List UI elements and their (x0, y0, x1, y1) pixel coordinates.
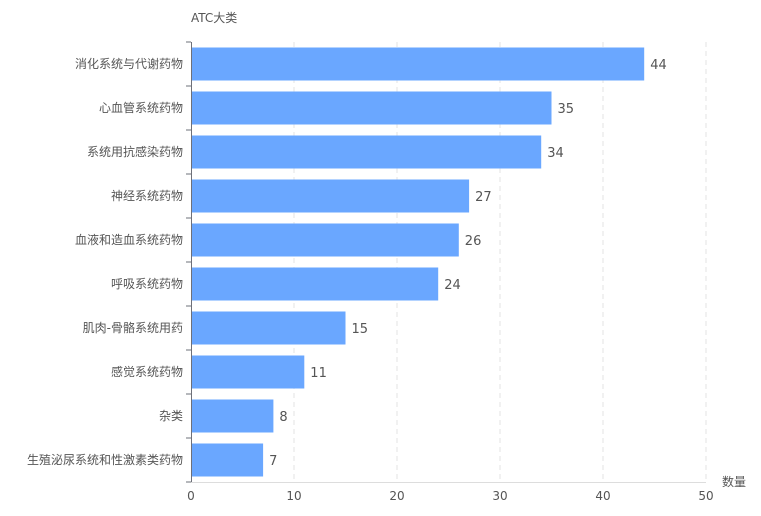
x-tick-label-4: 40 (595, 489, 610, 503)
value-label-2: 34 (547, 146, 564, 161)
y-axis-title: ATC大类 (191, 11, 237, 25)
bar-9 (192, 443, 264, 477)
bar-2 (192, 135, 542, 169)
value-label-9: 7 (269, 454, 277, 469)
value-label-1: 35 (558, 102, 575, 117)
value-label-8: 8 (279, 410, 287, 425)
x-axis-title: 数量 (722, 474, 746, 489)
x-tick-label-3: 30 (492, 489, 507, 503)
category-label-1: 心血管系统药物 (99, 100, 183, 115)
x-tick-label-5: 50 (698, 489, 713, 503)
value-label-7: 11 (310, 366, 327, 381)
value-label-4: 26 (465, 234, 482, 249)
category-label-5: 呼吸系统药物 (111, 277, 183, 291)
bar-8 (192, 399, 274, 433)
category-label-3: 神经系统药物 (111, 189, 183, 203)
category-label-4: 血液和造血系统药物 (75, 232, 183, 247)
bar-1 (192, 91, 552, 125)
value-label-3: 27 (475, 190, 492, 205)
bar-7 (192, 355, 305, 389)
bar-3 (192, 179, 470, 213)
value-label-5: 24 (444, 278, 461, 293)
bar-5 (192, 267, 439, 301)
category-label-9: 生殖泌尿系统和性激素类药物 (27, 452, 183, 467)
value-label-6: 15 (352, 322, 369, 337)
bar-4 (192, 223, 459, 257)
category-label-2: 系统用抗感染药物 (87, 144, 183, 159)
category-label-0: 消化系统与代谢药物 (75, 56, 183, 71)
value-label-0: 44 (650, 58, 667, 73)
category-label-7: 感觉系统药物 (111, 364, 183, 379)
x-tick-label-0: 0 (187, 489, 195, 503)
bars: 44 35 34 27 26 24 15 11 8 7 (192, 47, 667, 477)
category-label-6: 肌肉-骨骼系统用药 (83, 320, 183, 335)
axes: 0 10 20 30 40 50 消化系统与代谢药物心血管系统药物系统用抗感染药物神经系统药… (27, 41, 714, 503)
bar-6 (192, 311, 346, 345)
x-tick-label-1: 10 (286, 489, 301, 503)
category-label-8: 杂类 (159, 409, 183, 423)
x-tick-label-2: 20 (389, 489, 404, 503)
bar-0 (192, 47, 645, 81)
